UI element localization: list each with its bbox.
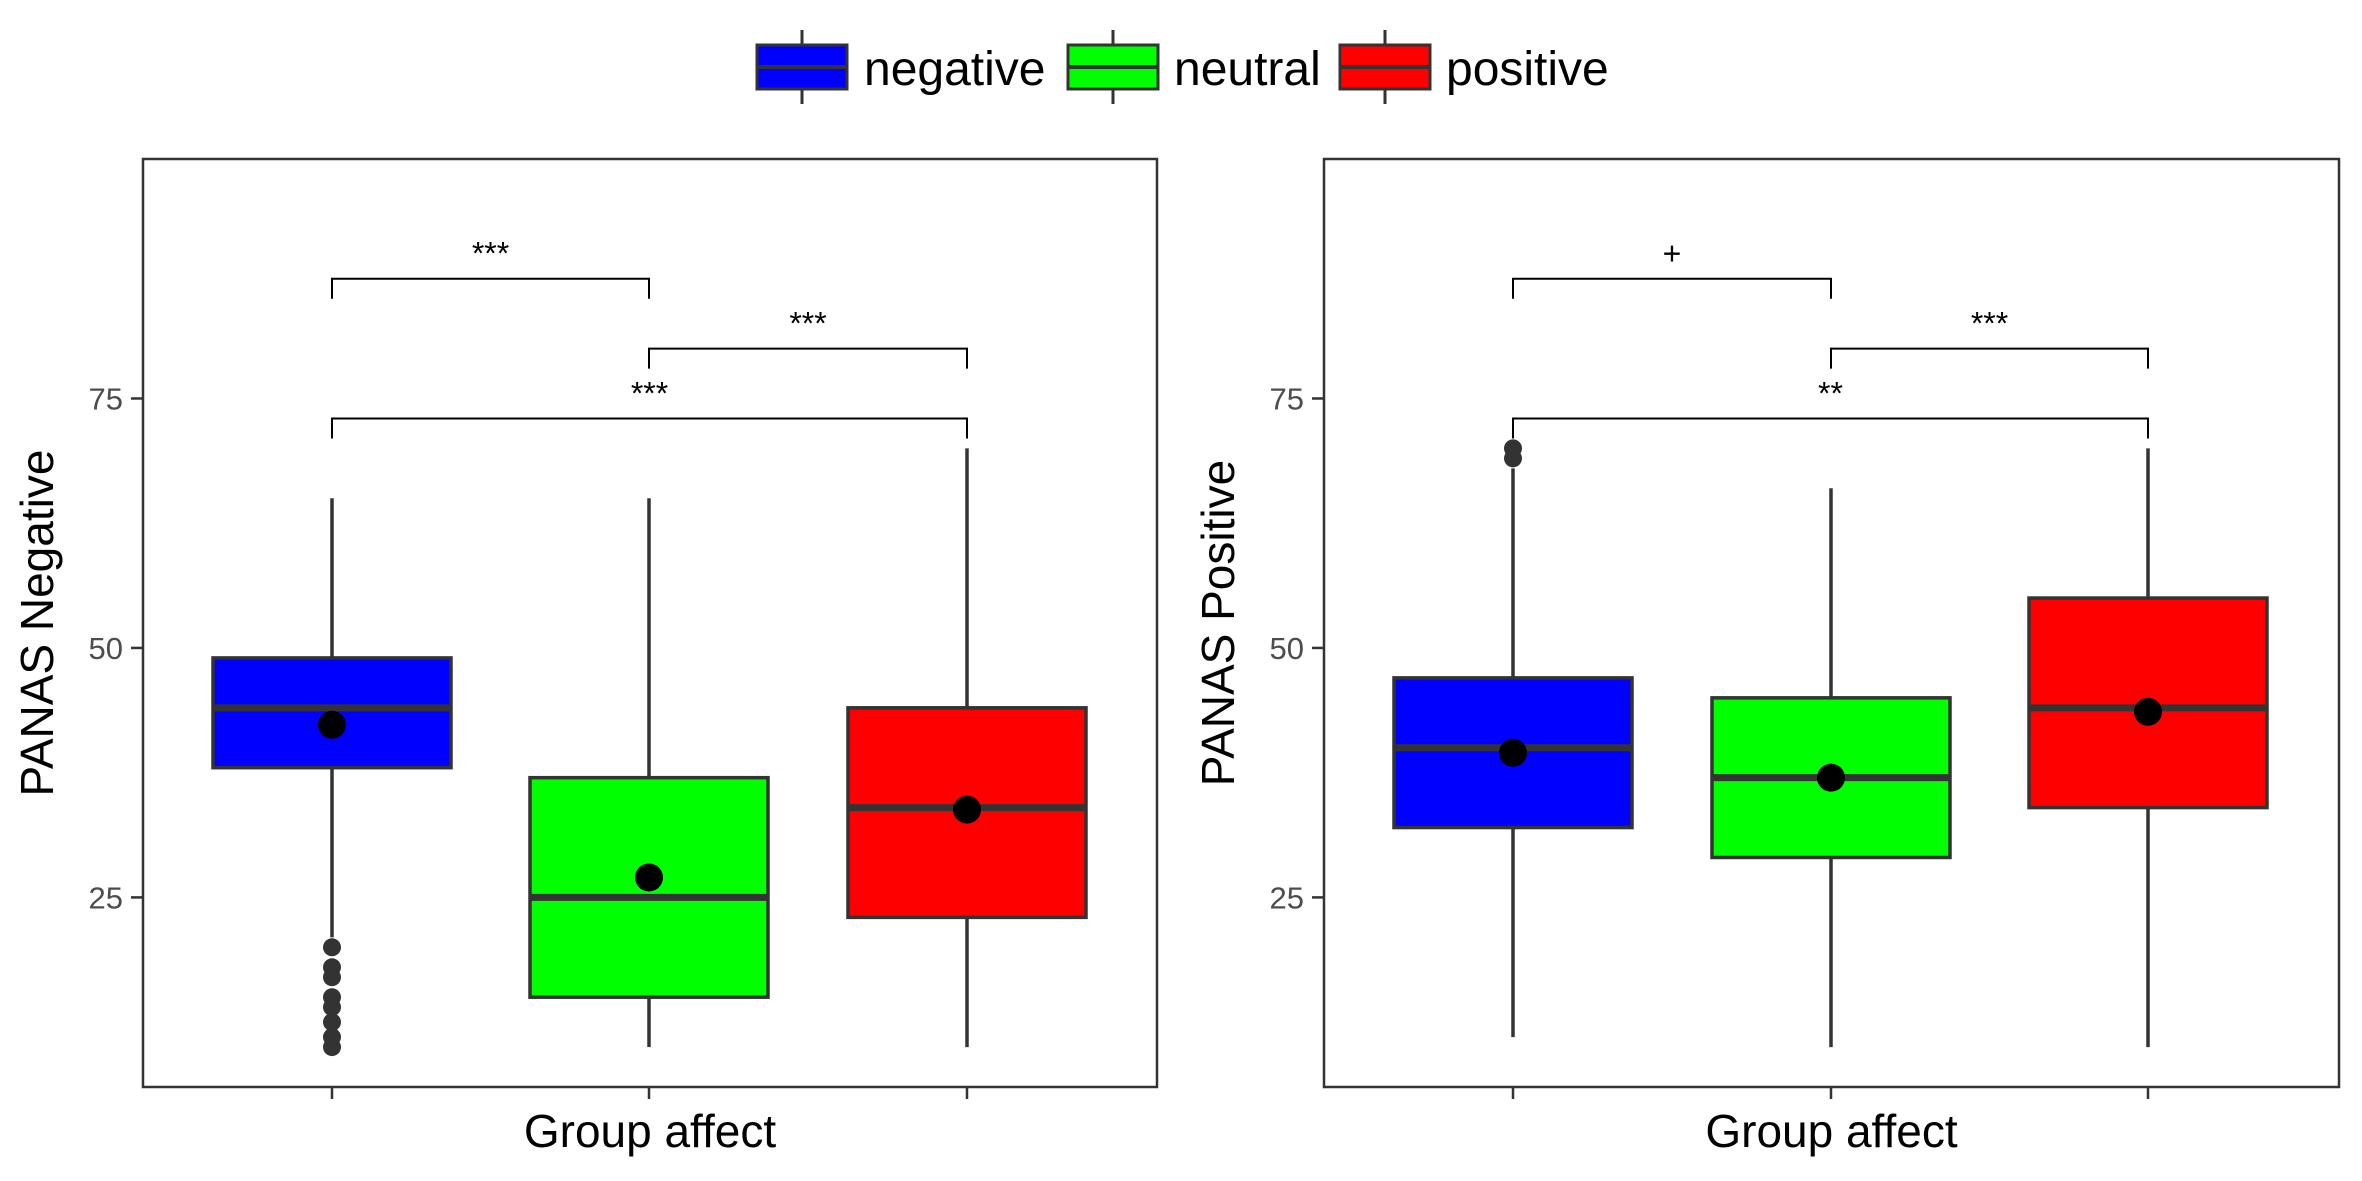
legend-label-positive: positive: [1446, 43, 1609, 96]
legend-label-negative: negative: [864, 43, 1045, 96]
significance-label-negative-neutral: ***: [472, 236, 509, 272]
mean-point-negative: [318, 710, 346, 739]
legend-label-neutral: neutral: [1174, 43, 1321, 96]
box-negative: [1392, 676, 1634, 830]
mean-point-positive: [2134, 697, 2162, 726]
y-tick-label-25: 25: [89, 880, 123, 915]
significance-label-negative-positive: **: [1818, 375, 1843, 411]
y-tick-label-75: 75: [1270, 381, 1304, 416]
outlier-point-negative: [323, 968, 341, 987]
significance-label-negative-positive: ***: [631, 375, 668, 411]
significance-bracket-negative-neutral: [331, 277, 650, 299]
outlier-point-negative: [323, 1013, 341, 1032]
significance-bracket-neutral-positive: [648, 347, 968, 369]
mean-point-neutral: [635, 863, 663, 892]
legend: negative neutral positive: [755, 30, 1609, 104]
x-axis-title: Group affect: [1705, 1105, 1958, 1157]
significance-label-negative-neutral: +: [1663, 236, 1682, 272]
y-tick-label-50: 50: [89, 631, 123, 666]
outlier-point-negative: [323, 998, 341, 1017]
y-tick-label-25: 25: [1270, 880, 1304, 915]
y-axis-title: PANAS Positive: [1192, 460, 1244, 786]
significance-bracket-negative-neutral: [1512, 277, 1832, 299]
x-axis-title: Group affect: [524, 1105, 777, 1157]
panel-panas-negative: 25 50 75 Group affect PANAS Negative *** *** **…: [11, 157, 1159, 1157]
mean-point-positive: [953, 795, 981, 824]
mean-point-neutral: [1817, 763, 1845, 792]
outlier-point-negative: [323, 1038, 341, 1057]
y-tick-label-50: 50: [1270, 631, 1304, 666]
significance-label-neutral-positive: ***: [789, 306, 826, 342]
mean-point-negative: [1499, 738, 1527, 767]
significance-bracket-negative-positive: [1512, 417, 2149, 439]
y-axis-title: PANAS Negative: [11, 450, 63, 797]
y-tick-label-75: 75: [89, 381, 123, 416]
outlier-point-negative: [323, 938, 341, 957]
outlier-point-negative: [1504, 439, 1522, 458]
significance-label-neutral-positive: ***: [1971, 306, 2008, 342]
significance-bracket-neutral-positive: [1830, 347, 2149, 369]
significance-bracket-negative-positive: [331, 417, 968, 439]
